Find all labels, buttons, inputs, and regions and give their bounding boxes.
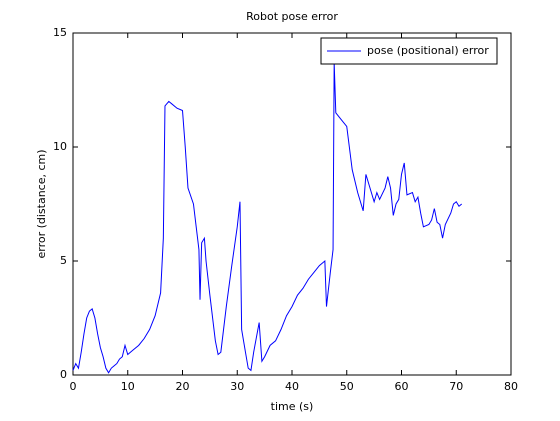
legend-label: pose (positional) error xyxy=(367,44,489,57)
x-tick-label: 80 xyxy=(504,380,518,393)
plot-area xyxy=(72,32,512,376)
y-tick-label: 10 xyxy=(53,140,67,153)
x-tick-label: 40 xyxy=(285,380,299,393)
x-tick-label: 10 xyxy=(121,380,135,393)
y-tick-label: 5 xyxy=(60,254,67,267)
x-tick-label: 60 xyxy=(395,380,409,393)
x-axis-label: time (s) xyxy=(271,400,314,413)
x-tick-label: 20 xyxy=(176,380,190,393)
x-tick-label: 50 xyxy=(340,380,354,393)
x-tick-label: 0 xyxy=(70,380,77,393)
data-line xyxy=(72,62,463,374)
y-tick-label: 15 xyxy=(53,26,67,39)
x-tick-label: 30 xyxy=(230,380,244,393)
x-tick-label: 70 xyxy=(449,380,463,393)
y-tick-label: 0 xyxy=(60,368,67,381)
y-axis-label: error (distance, cm) xyxy=(35,149,48,258)
chart-title: Robot pose error xyxy=(246,10,338,23)
